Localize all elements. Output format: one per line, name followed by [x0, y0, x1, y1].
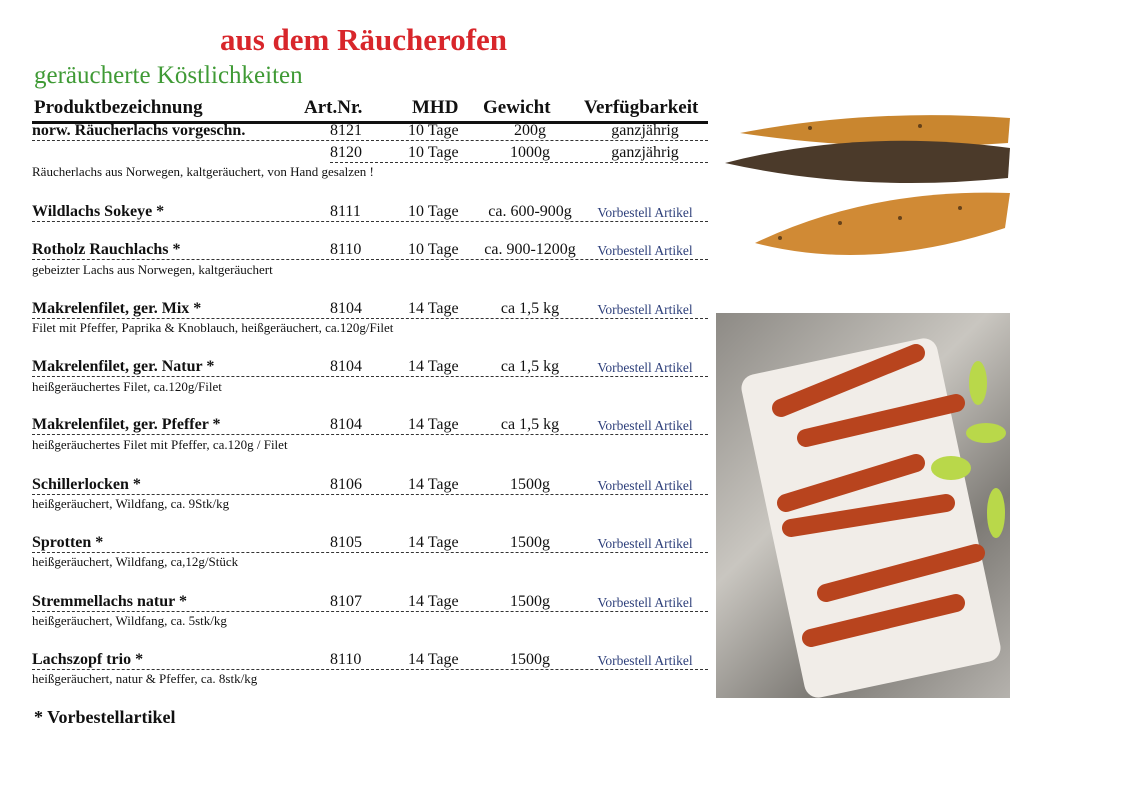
article-number: 8120 [330, 144, 362, 161]
weight: ca. 900-1200g [484, 241, 576, 258]
availability: Vorbestell Artikel [597, 243, 693, 258]
product-name: Schillerlocken * [32, 476, 141, 493]
article-number: 8105 [330, 534, 362, 551]
product-description: gebeizter Lachs aus Norwegen, kaltgeräuc… [32, 262, 273, 277]
availability: Vorbestell Artikel [597, 478, 693, 493]
smoked-fish-image [725, 115, 1010, 255]
shelf-life: 14 Tage [408, 651, 459, 668]
weight: 1000g [510, 144, 550, 161]
availability: Vorbestell Artikel [597, 418, 693, 433]
header-divider [32, 121, 708, 124]
product-row: Schillerlocken * 8106 14 Tage 1500g Vorbeste… [32, 472, 708, 495]
product-description: heißgeräuchertes Filet, ca.120g/Filet [32, 379, 222, 394]
article-number: 8104 [330, 358, 362, 375]
product-name: Makrelenfilet, ger. Pfeffer * [32, 416, 221, 433]
page-subtitle: geräucherte Köstlichkeiten [34, 62, 303, 89]
shelf-life: 14 Tage [408, 534, 459, 551]
salmon-twists-image [716, 313, 1010, 698]
weight: 1500g [510, 593, 550, 610]
product-name: Stremmellachs natur * [32, 593, 187, 610]
availability: Vorbestell Artikel [597, 360, 693, 375]
product-row: norw. Räucherlachs vorgeschn. 8121 10 Tage… [32, 118, 708, 141]
availability: ganzjährig [611, 144, 679, 161]
header-verfuegbarkeit: Verfügbarkeit [584, 97, 699, 118]
header-art: Art.Nr. [304, 97, 363, 118]
availability: Vorbestell Artikel [597, 653, 693, 668]
article-number: 8106 [330, 476, 362, 493]
product-description: Räucherlachs aus Norwegen, kaltgeräucher… [32, 164, 374, 179]
weight: ca 1,5 kg [500, 416, 560, 433]
product-row: Rotholz Rauchlachs * 8110 10 Tage ca. 900-1… [32, 237, 708, 260]
article-number: 8110 [330, 651, 362, 668]
weight: 1500g [510, 651, 550, 668]
article-number: 8104 [330, 300, 362, 317]
product-description: heißgeräuchert, Wildfang, ca,12g/Stück [32, 554, 239, 569]
weight: 200g [514, 122, 546, 139]
footer-note: * Vorbestellartikel [34, 707, 176, 727]
article-number: 8111 [330, 203, 361, 220]
shelf-life: 14 Tage [408, 476, 459, 493]
availability: Vorbestell Artikel [597, 205, 693, 220]
product-row: Makrelenfilet, ger. Natur * 8104 14 Tage ca… [32, 354, 708, 377]
shelf-life: 10 Tage [408, 241, 459, 258]
product-description: Filet mit Pfeffer, Paprika & Knoblauch, … [32, 320, 394, 335]
product-row: Stremmellachs natur * 8107 14 Tage 1500g Vor… [32, 589, 708, 612]
header-name: Produktbezeichnung [34, 97, 203, 118]
article-number: 8107 [330, 593, 362, 610]
page-title: aus dem Räucherofen [220, 22, 508, 57]
product-name: Makrelenfilet, ger. Mix * [32, 300, 202, 317]
availability: Vorbestell Artikel [597, 595, 693, 610]
article-number: 8121 [330, 122, 362, 139]
product-row: Wildlachs Sokeye * 8111 10 Tage ca. 600-900… [32, 199, 708, 222]
product-name: Sprotten * [32, 534, 104, 551]
product-name: Wildlachs Sokeye * [32, 203, 165, 220]
weight: ca. 600-900g [488, 203, 572, 220]
header-mhd: MHD [412, 97, 459, 118]
article-number: 8104 [330, 416, 362, 433]
availability: Vorbestell Artikel [597, 536, 693, 551]
product-row: 8120 10 Tage 1000g ganzjährig [330, 140, 708, 163]
header-gewicht: Gewicht [483, 97, 551, 118]
availability: Vorbestell Artikel [597, 302, 693, 317]
product-name: norw. Räucherlachs vorgeschn. [32, 122, 246, 139]
shelf-life: 10 Tage [408, 144, 459, 161]
shelf-life: 10 Tage [408, 122, 459, 139]
shelf-life: 14 Tage [408, 593, 459, 610]
product-description: heißgeräuchert, natur & Pfeffer, ca. 8st… [32, 671, 258, 686]
product-description: heißgeräuchert, Wildfang, ca. 9Stk/kg [32, 496, 230, 511]
product-name: Rotholz Rauchlachs * [32, 241, 181, 258]
article-number: 8110 [330, 241, 362, 258]
product-description: heißgeräuchertes Filet mit Pfeffer, ca.1… [32, 437, 288, 452]
shelf-life: 14 Tage [408, 358, 459, 375]
weight: ca 1,5 kg [500, 358, 560, 375]
shelf-life: 10 Tage [408, 203, 459, 220]
product-row: Makrelenfilet, ger. Pfeffer * 8104 14 Tage… [32, 412, 708, 435]
shelf-life: 14 Tage [408, 416, 459, 433]
product-name: Lachszopf trio * [32, 651, 144, 668]
weight: ca 1,5 kg [500, 300, 560, 317]
weight: 1500g [510, 534, 550, 551]
shelf-life: 14 Tage [408, 300, 459, 317]
product-row: Makrelenfilet, ger. Mix * 8104 14 Tage ca 1… [32, 296, 708, 319]
availability: ganzjährig [611, 122, 679, 139]
product-description: heißgeräuchert, Wildfang, ca. 5stk/kg [32, 613, 227, 628]
product-name: Makrelenfilet, ger. Natur * [32, 358, 215, 375]
product-row: Lachszopf trio * 8110 14 Tage 1500g Vorbeste… [32, 647, 708, 670]
weight: 1500g [510, 476, 550, 493]
product-row: Sprotten * 8105 14 Tage 1500g Vorbestell Art… [32, 530, 708, 553]
